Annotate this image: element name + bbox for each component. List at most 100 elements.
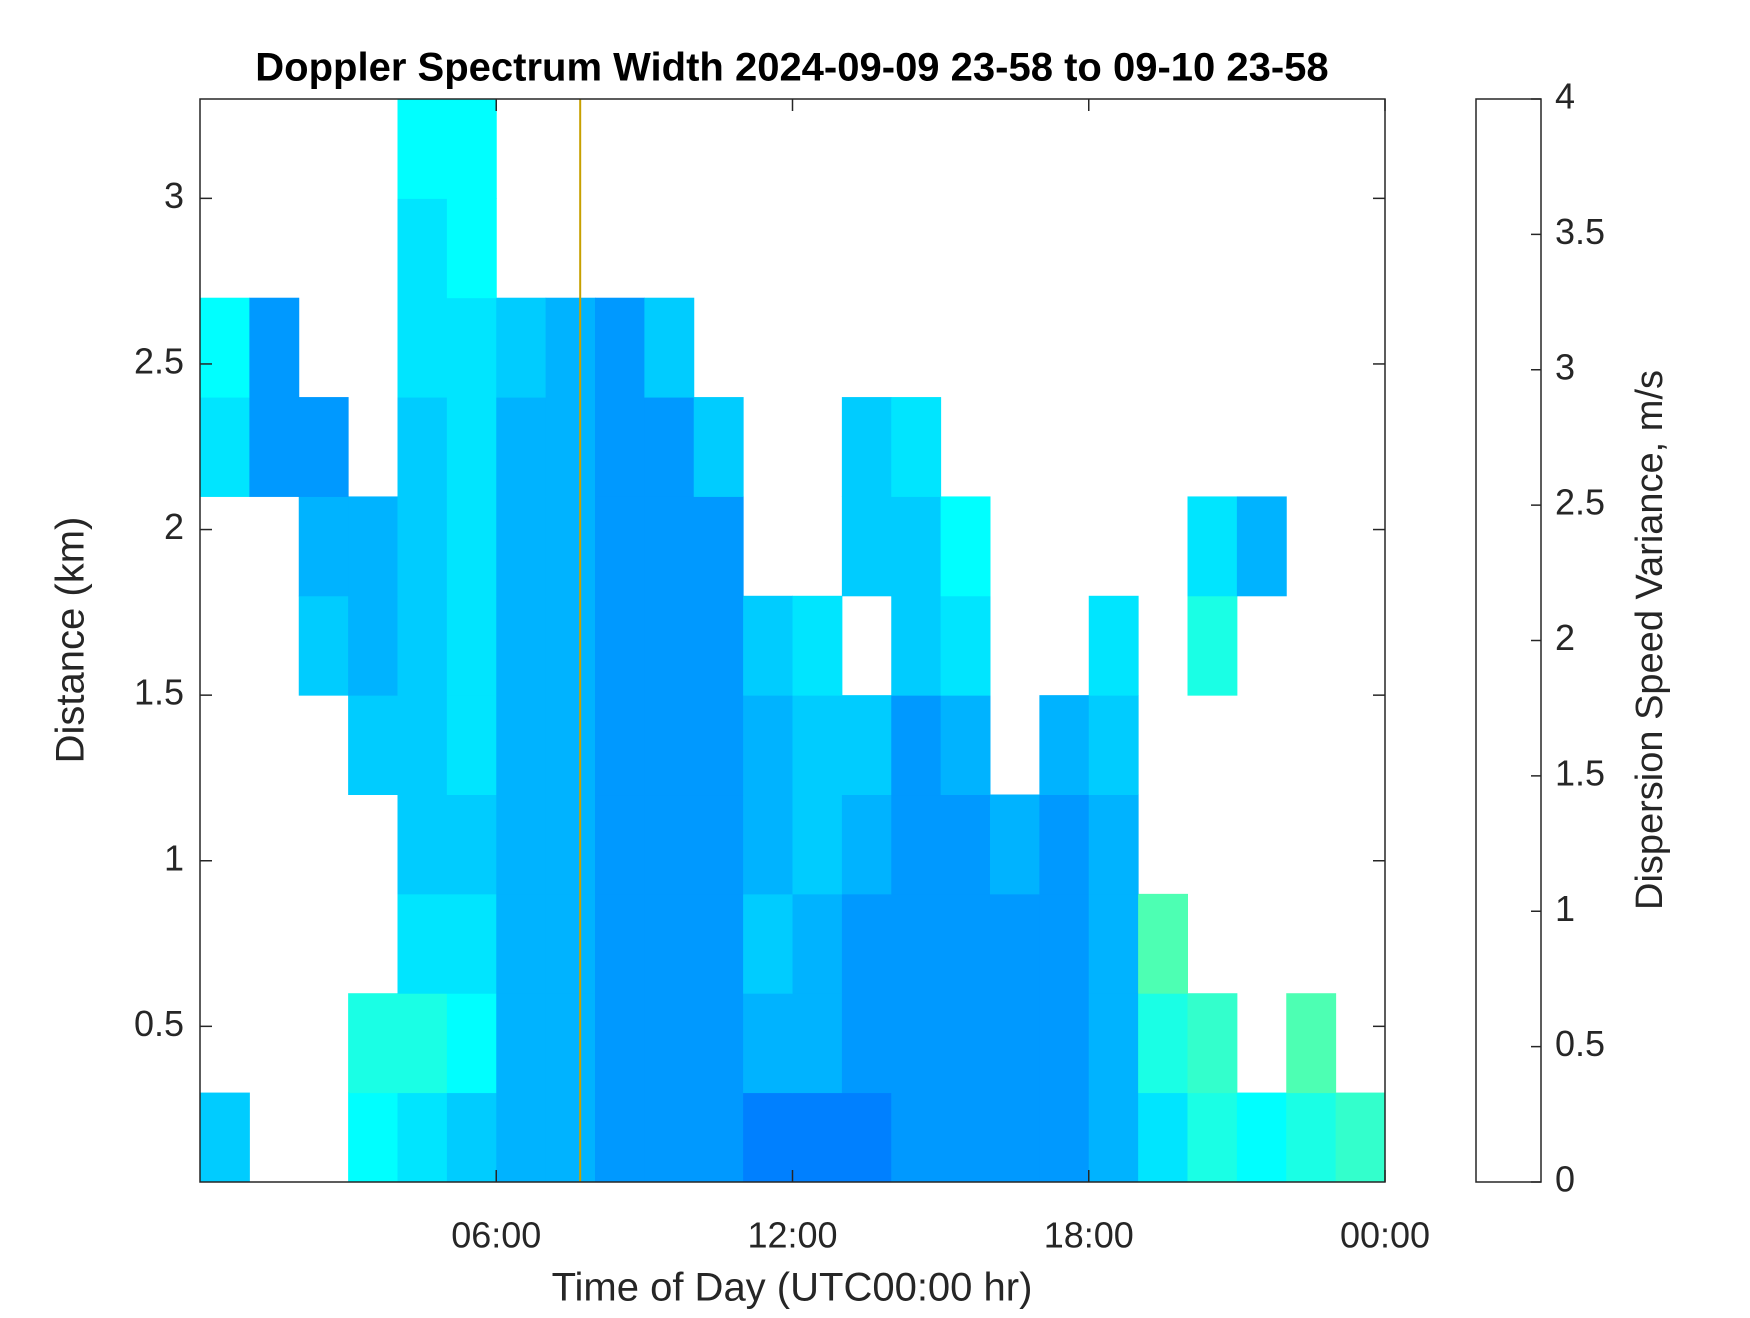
heatmap-cell (693, 794, 744, 895)
heatmap-cell (1138, 993, 1188, 1094)
heatmap-cell (496, 1092, 547, 1183)
heatmap-cell (1236, 1092, 1287, 1183)
heatmap-cell (200, 397, 250, 497)
heatmap-cell (545, 297, 596, 398)
heatmap-cell (496, 397, 547, 497)
heatmap-cell (595, 893, 645, 994)
heatmap-cell (1088, 1092, 1139, 1183)
heatmap-cell (595, 695, 645, 796)
heatmap-cell (743, 893, 793, 994)
heatmap-cell (693, 1092, 744, 1183)
heatmap-cell (990, 1092, 1040, 1183)
x-axis-label: Time of Day (UTC00:00 hr) (552, 1266, 1033, 1310)
heatmap-cell (1187, 1092, 1238, 1183)
heatmap-cell (1187, 993, 1238, 1094)
colorbar-tick-label: 1.5 (1555, 752, 1605, 793)
heatmap-cell (693, 496, 744, 597)
heatmap-cell (1088, 993, 1139, 1094)
heatmap-cell (693, 695, 744, 796)
y-tick-label: 1.5 (134, 672, 184, 713)
heatmap-cell (446, 99, 497, 199)
heatmap-cell (249, 397, 300, 497)
heatmap-cell (595, 595, 645, 696)
heatmap-cell (595, 993, 645, 1094)
colorbar-tick-label: 0.5 (1555, 1023, 1605, 1064)
heatmap-cell (397, 1092, 448, 1183)
heatmap-cell (348, 595, 398, 696)
heatmap-cell (446, 198, 497, 299)
heatmap-cell (545, 893, 596, 994)
heatmap-cell (792, 1092, 843, 1183)
heatmap-cell (446, 794, 497, 895)
heatmap-cell (1286, 993, 1337, 1094)
heatmap-cell (693, 993, 744, 1094)
colorbar-tick-label: 2.5 (1555, 482, 1605, 523)
heatmap-cell (841, 496, 892, 597)
heatmap-cell (446, 893, 497, 994)
heatmap-cell (1187, 496, 1238, 597)
heatmap-cell (743, 794, 793, 895)
heatmap-cell (841, 794, 892, 895)
heatmap-cell (397, 695, 448, 796)
heatmap-cell (891, 595, 942, 696)
heatmap-cell (446, 297, 497, 398)
heatmap-cell (841, 893, 892, 994)
heatmap-cell (940, 794, 991, 895)
heatmap-cell (891, 496, 942, 597)
x-tick-label: 00:00 (1340, 1215, 1430, 1256)
heatmap-cell (990, 993, 1040, 1094)
heatmap-cell (891, 893, 942, 994)
heatmap-cell (1088, 893, 1139, 994)
heatmap-cell (644, 496, 695, 597)
heatmap-cell (397, 993, 448, 1094)
heatmap-cell (644, 595, 695, 696)
y-tick-label: 0.5 (134, 1003, 184, 1044)
heatmap-cell (200, 1092, 250, 1183)
heatmap-cell (792, 893, 843, 994)
heatmap-cell (644, 397, 695, 497)
heatmap-cell (940, 1092, 991, 1183)
heatmap-cell (792, 595, 843, 696)
heatmap-cell (1039, 1092, 1090, 1183)
heatmap-cell (1138, 1092, 1188, 1183)
heatmap-cell (397, 893, 448, 994)
heatmap-cell (1088, 595, 1139, 696)
heatmap-cell (743, 595, 793, 696)
heatmap-cell (644, 695, 695, 796)
heatmap-cell (496, 695, 547, 796)
heatmap-cell (595, 397, 645, 497)
heatmap-cell (397, 397, 448, 497)
heatmap-cell (1039, 695, 1090, 796)
heatmap-cell (348, 695, 398, 796)
heatmap-cell (1286, 1092, 1337, 1183)
colorbar-label: Dispersion Speed Variance, m/s (1629, 370, 1671, 910)
heatmap-cell (298, 397, 349, 497)
heatmap-cell (446, 1092, 497, 1183)
heatmap-cell (891, 695, 942, 796)
heatmap-cell (1187, 595, 1238, 696)
colorbar-tick-label: 4 (1555, 76, 1575, 117)
heatmap-cell (298, 496, 349, 597)
heatmap-cell (545, 1092, 596, 1183)
heatmap-cell (792, 695, 843, 796)
heatmap-cell (644, 794, 695, 895)
y-tick-label: 3 (164, 175, 184, 216)
heatmap-cell (891, 794, 942, 895)
colorbar-tick-label: 3.5 (1555, 211, 1605, 252)
heatmap-cell (891, 993, 942, 1094)
heatmap-cell (545, 595, 596, 696)
heatmap-cell (1138, 893, 1188, 994)
heatmap-cell (1088, 794, 1139, 895)
heatmap-cell (545, 496, 596, 597)
heatmap-cell (792, 993, 843, 1094)
heatmap-cell (940, 595, 991, 696)
heatmap-cell (446, 496, 497, 597)
heatmap-cell (940, 893, 991, 994)
heatmap-cell (496, 595, 547, 696)
heatmap-cell (743, 1092, 793, 1183)
heatmap-cell (496, 893, 547, 994)
heatmap-cell (1335, 1092, 1386, 1183)
heatmap-cell (644, 297, 695, 398)
heatmap-cell (1039, 993, 1090, 1094)
